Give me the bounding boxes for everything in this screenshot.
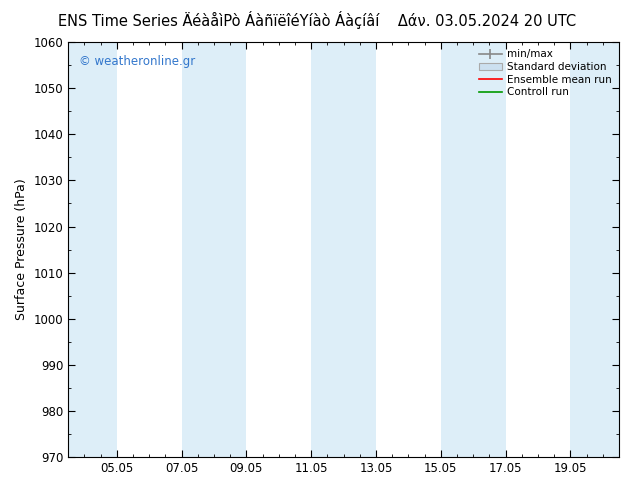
Bar: [311, 42, 376, 457]
Legend: min/max, Standard deviation, Ensemble mean run, Controll run: min/max, Standard deviation, Ensemble me…: [477, 47, 614, 99]
Bar: [441, 42, 505, 457]
Y-axis label: Surface Pressure (hPa): Surface Pressure (hPa): [15, 179, 28, 320]
Text: © weatheronline.gr: © weatheronline.gr: [79, 54, 195, 68]
Bar: [181, 42, 247, 457]
Bar: [571, 42, 634, 457]
Bar: [52, 42, 117, 457]
Text: ENS Time Series ÄéàåìPò ÁàñïëîéYíàò Áàçíâí    Δάν. 03.05.2024 20 UTC: ENS Time Series ÄéàåìPò ÁàñïëîéYíàò Áàçí…: [58, 11, 576, 29]
